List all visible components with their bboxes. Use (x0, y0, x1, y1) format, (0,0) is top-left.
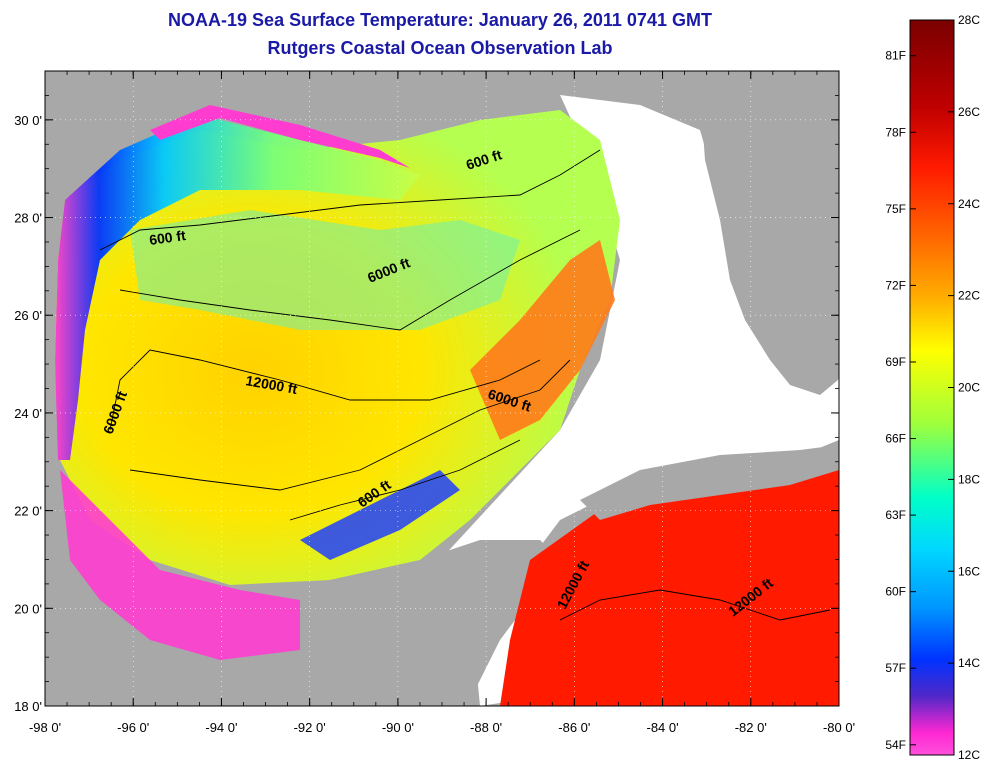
lon-label: -82 0' (735, 720, 767, 735)
fahrenheit-label: 75F (885, 202, 906, 216)
lon-label: -84 0' (646, 720, 678, 735)
lat-label: 24 0' (14, 406, 42, 421)
cold-streak (300, 470, 460, 560)
contour-label: 600 ft (148, 227, 187, 248)
celsius-label: 20C (958, 381, 980, 395)
graticule (45, 71, 839, 706)
lon-label: -92 0' (294, 720, 326, 735)
shelf-mid-water (130, 210, 520, 330)
bathymetry-contours (99, 149, 831, 621)
lon-label: -88 0' (470, 720, 502, 735)
lat-label: 28 0' (14, 211, 42, 226)
fahrenheit-label: 69F (885, 355, 906, 369)
fahrenheit-label: 60F (885, 585, 906, 599)
florida-land (700, 75, 838, 395)
fahrenheit-label: 63F (885, 508, 906, 522)
fahrenheit-label: 81F (885, 49, 906, 63)
fahrenheit-label: 54F (885, 738, 906, 752)
lat-labels: 30 0' 28 0' 26 0' 24 0' 22 0' 20 0' 18 0' (14, 113, 42, 714)
cold-shelf-water (55, 115, 420, 460)
colorbar (909, 19, 955, 756)
lon-label: -94 0' (205, 720, 237, 735)
lon-labels: -98 0' -96 0' -94 0' -92 0' -90 0' -88 0' -86 … (29, 720, 855, 735)
loop-current (470, 240, 615, 440)
lat-label: 20 0' (14, 601, 42, 616)
fahrenheit-label: 72F (885, 278, 906, 292)
lat-label: 30 0' (14, 113, 42, 128)
axis-ticks (44, 70, 840, 707)
celsius-label: 14C (958, 656, 980, 670)
map-title: NOAA-19 Sea Surface Temperature: January… (168, 10, 712, 30)
lon-label: -86 0' (558, 720, 590, 735)
caribbean-sst (500, 470, 839, 706)
lon-label: -90 0' (382, 720, 414, 735)
celsius-label: 18C (958, 472, 980, 486)
fahrenheit-label: 66F (885, 432, 906, 446)
lon-label: -96 0' (117, 720, 149, 735)
lat-label: 26 0' (14, 308, 42, 323)
celsius-label: 16C (958, 564, 980, 578)
colorbar-ticks: 28C 26C 24C 22C 20C 18C 16C 14C 12C 81F 78F 75F 72F 6… (885, 13, 980, 762)
yucatan-land (300, 540, 560, 706)
lat-label: 22 0' (14, 504, 42, 519)
celsius-label: 24C (958, 197, 980, 211)
celsius-label: 12C (958, 748, 980, 762)
lat-label: 18 0' (14, 699, 42, 714)
no-data-region (440, 95, 839, 706)
celsius-label: 26C (958, 105, 980, 119)
celsius-label: 28C (958, 13, 980, 27)
map-subtitle: Rutgers Coastal Ocean Observation Lab (267, 38, 613, 58)
cuba-land (580, 445, 839, 520)
celsius-label: 22C (958, 289, 980, 303)
south-cold-water (60, 470, 300, 660)
fahrenheit-label: 78F (885, 125, 906, 139)
lon-label: -98 0' (29, 720, 61, 735)
lon-label: -80 0' (823, 720, 855, 735)
fahrenheit-label: 57F (885, 661, 906, 675)
